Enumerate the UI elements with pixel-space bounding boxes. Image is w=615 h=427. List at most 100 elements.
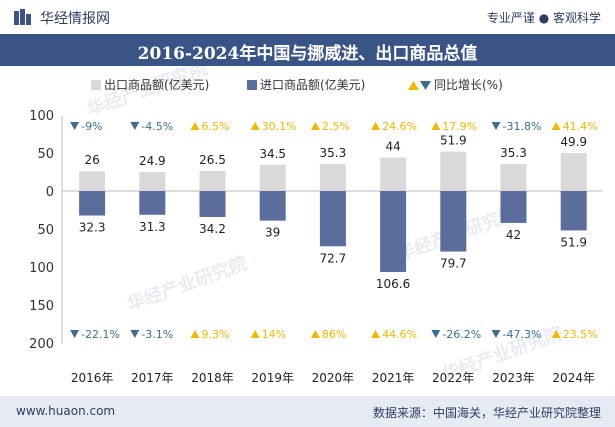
- y-tick-label: 50: [37, 223, 54, 238]
- export-value-label: 35.3: [500, 146, 527, 160]
- footer: www.huaon.com 数据来源：中国海关，华经产业研究院整理: [0, 396, 615, 427]
- import-bar: [500, 191, 527, 223]
- export-bar: [500, 164, 527, 191]
- export-value-label: 24.9: [139, 154, 166, 168]
- y-tick-label: 50: [37, 147, 54, 162]
- import-value-label: 34.2: [199, 222, 226, 236]
- growth-text: 14%: [262, 328, 286, 341]
- legend-up-triangle-icon: [408, 81, 419, 90]
- up-triangle-icon: [551, 122, 561, 130]
- growth-label: 9.3%: [190, 328, 229, 341]
- import-value-label: 39: [265, 226, 280, 240]
- growth-text: -22.1%: [81, 328, 120, 341]
- growth-text: -47.3%: [503, 328, 542, 341]
- down-triangle-icon: [491, 330, 501, 338]
- up-triangle-icon: [371, 330, 381, 338]
- growth-label: -22.1%: [70, 328, 120, 341]
- export-value-label: 49.9: [560, 135, 587, 149]
- import-bar: [319, 191, 346, 247]
- x-tick-label: 2024年: [552, 371, 595, 385]
- export-bar: [319, 164, 346, 191]
- import-growth-labels: -22.1% -3.1% 9.3% 14% 86% 44.6% -26.2% -47.3% 23…: [70, 328, 598, 341]
- up-triangle-icon: [310, 122, 320, 130]
- x-tick-label: 2017年: [131, 371, 174, 385]
- import-bar: [380, 191, 407, 273]
- watermark-text: 华经产业研究院: [84, 66, 210, 121]
- export-value-labels: 26 24.9 26.5 34.5 35.3 44 51.9 35.3 49.9: [84, 134, 587, 169]
- watermark-text: 华经产业研究院: [124, 252, 250, 316]
- export-value-label: 35.3: [320, 146, 347, 160]
- export-growth-labels: -9% -4.5% 6.5% 30.1% 2.5% 24.6% 17.9% -31.8% 41.…: [70, 120, 598, 133]
- import-value-label: 79.7: [440, 257, 467, 271]
- export-value-label: 26.5: [199, 153, 226, 167]
- up-triangle-icon: [250, 122, 260, 130]
- up-triangle-icon: [190, 330, 200, 338]
- import-value-label: 31.3: [139, 220, 166, 234]
- export-bar: [380, 157, 407, 191]
- y-tick-label: 150: [29, 299, 54, 314]
- chart-title: 2016-2024年中国与挪威进、出口商品总值: [137, 44, 478, 64]
- growth-label: -3.1%: [130, 328, 173, 341]
- growth-label: 24.6%: [371, 120, 417, 133]
- growth-label: 23.5%: [551, 328, 598, 341]
- growth-text: 30.1%: [262, 120, 297, 133]
- up-triangle-icon: [190, 122, 200, 130]
- down-triangle-icon: [431, 330, 441, 338]
- import-value-labels: 32.3 31.3 34.2 39 72.7 106.6 79.7 42 51.9: [79, 220, 587, 291]
- growth-label: -31.8%: [491, 120, 542, 133]
- growth-label: -47.3%: [491, 328, 542, 341]
- title-bar: 2016-2024年中国与挪威进、出口商品总值: [0, 34, 615, 66]
- import-bar: [79, 191, 106, 216]
- import-bar: [259, 191, 286, 221]
- data-source: 数据来源：中国海关，华经产业研究院整理: [372, 406, 601, 420]
- x-tick-label: 2023年: [492, 371, 535, 385]
- x-tick-label: 2020年: [312, 371, 355, 385]
- up-triangle-icon: [371, 122, 381, 130]
- site-name: 华经情报网: [40, 11, 110, 27]
- down-triangle-icon: [70, 330, 80, 338]
- down-triangle-icon: [491, 122, 501, 130]
- growth-text: 2.5%: [322, 120, 350, 133]
- export-bar: [79, 171, 106, 191]
- x-tick-label: 2019年: [251, 371, 294, 385]
- down-triangle-icon: [130, 330, 140, 338]
- growth-text: -31.8%: [503, 120, 542, 133]
- footer-url: www.huaon.com: [16, 404, 116, 418]
- export-bar: [199, 170, 226, 191]
- growth-label: -9%: [70, 120, 103, 133]
- growth-label: 2.5%: [310, 120, 350, 133]
- growth-text: 6.5%: [202, 120, 230, 133]
- legend-export-label: 出口商品额(亿美元): [104, 77, 209, 92]
- up-triangle-icon: [250, 330, 260, 338]
- x-tick-labels: 2016年 2017年 2018年 2019年 2020年 2021年 2022年 2023年…: [71, 371, 595, 385]
- growth-label: -4.5%: [130, 120, 173, 133]
- growth-text: -3.1%: [141, 328, 173, 341]
- growth-label: 6.5%: [190, 120, 230, 133]
- up-triangle-icon: [551, 330, 561, 338]
- slogan: 专业严谨 ● 客观科学: [486, 11, 601, 25]
- import-value-label: 42: [506, 228, 521, 242]
- legend-import-label: 进口商品额(亿美元): [260, 77, 365, 92]
- top-bar: 华经情报网 专业严谨 ● 客观科学: [0, 0, 615, 34]
- export-value-label: 26: [84, 153, 99, 167]
- import-value-label: 51.9: [560, 235, 587, 249]
- export-value-label: 51.9: [440, 134, 467, 148]
- export-bar: [440, 151, 467, 191]
- legend-growth-label: 同比增长(%): [434, 78, 503, 92]
- import-bars: [79, 191, 587, 273]
- y-tick-label: 200: [29, 337, 54, 352]
- growth-label: 17.9%: [431, 120, 477, 133]
- import-bar: [440, 191, 467, 252]
- export-bar: [259, 164, 286, 191]
- growth-text: 86%: [322, 328, 346, 341]
- x-tick-label: 2022年: [432, 371, 475, 385]
- huajing-logo-icon: [14, 9, 31, 25]
- growth-label: -26.2%: [431, 328, 481, 341]
- growth-label: 30.1%: [250, 120, 297, 133]
- y-tick-label: 100: [29, 109, 54, 124]
- export-bar: [139, 172, 166, 191]
- growth-text: 24.6%: [382, 120, 417, 133]
- up-triangle-icon: [310, 330, 320, 338]
- x-tick-label: 2016年: [71, 371, 114, 385]
